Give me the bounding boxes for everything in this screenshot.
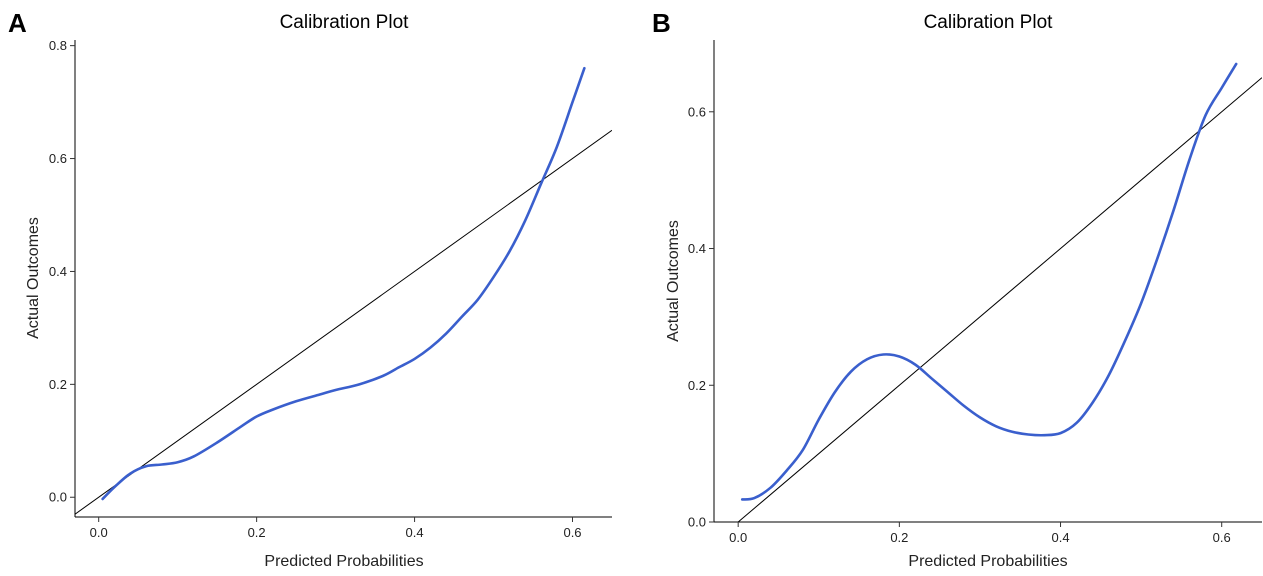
y-tick-label: 0.6 — [688, 104, 706, 119]
reference-diagonal-line — [737, 77, 1262, 522]
x-tick-label: 0.0 — [729, 530, 747, 545]
y-tick-label: 0.0 — [49, 490, 67, 505]
y-axis-label: Actual Outcomes — [665, 220, 682, 342]
y-tick-label: 0.0 — [688, 515, 706, 530]
y-tick-label: 0.2 — [688, 378, 706, 393]
reference-diagonal-line — [75, 129, 612, 515]
panel-letter: A — [8, 8, 27, 38]
x-axis-label: Predicted Probabilities — [264, 553, 423, 570]
chart-title: Calibration Plot — [280, 12, 410, 33]
y-tick-label: 0.4 — [688, 241, 706, 256]
x-tick-label: 0.0 — [90, 525, 108, 540]
x-tick-label: 0.6 — [563, 525, 581, 540]
x-tick-label: 0.4 — [406, 525, 424, 540]
y-tick-label: 0.8 — [49, 38, 67, 53]
x-tick-label: 0.6 — [1213, 530, 1231, 545]
chart-panel: B Calibration Plot 0.0 0.2 0.4 0.6 0.0 0.2 0.4 0.… — [652, 8, 1262, 570]
y-tick-label: 0.2 — [49, 377, 67, 392]
y-tick-label: 0.6 — [49, 151, 67, 166]
x-tick-label: 0.2 — [248, 525, 266, 540]
x-tick-label: 0.2 — [890, 530, 908, 545]
y-axis-label: Actual Outcomes — [25, 217, 42, 339]
calibration-curve — [101, 66, 586, 501]
x-axis-label: Predicted Probabilities — [908, 553, 1067, 570]
chart-title: Calibration Plot — [924, 12, 1054, 33]
panel-letter: B — [652, 8, 671, 38]
chart-panel: A Calibration Plot 0.0 0.2 0.4 0.6 0.0 0.2 0.4 0.… — [8, 8, 612, 570]
y-tick-label: 0.4 — [49, 264, 67, 279]
calibration-curve — [740, 62, 1238, 501]
x-tick-label: 0.4 — [1051, 530, 1069, 545]
